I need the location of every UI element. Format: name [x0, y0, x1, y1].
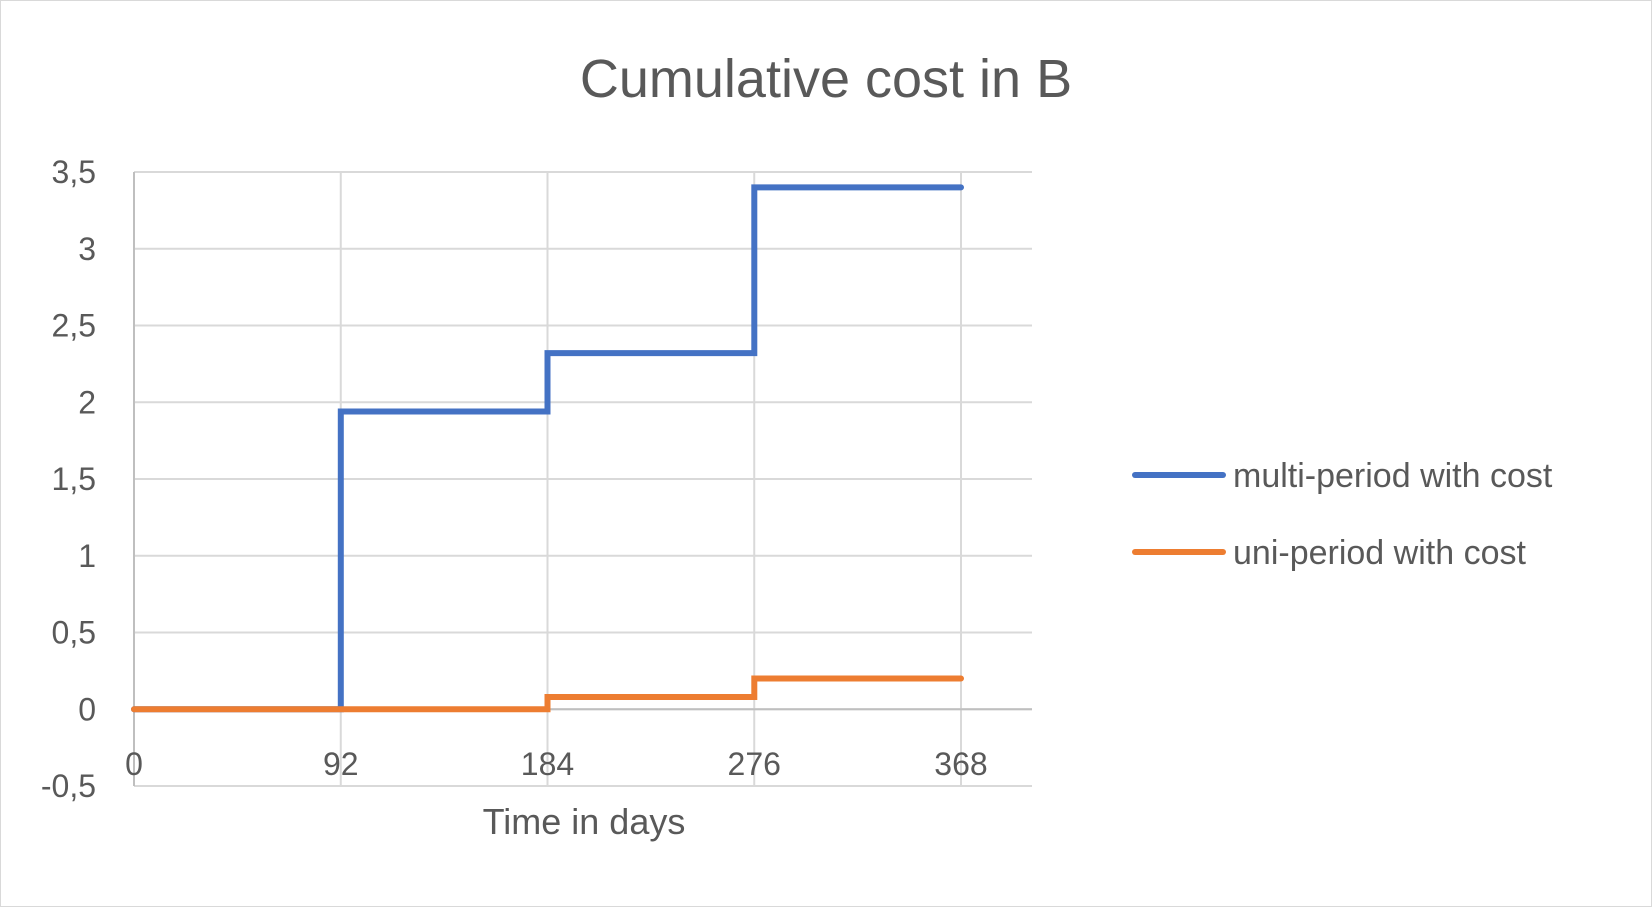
- y-tick-label: 0,5: [52, 615, 96, 651]
- series-lines: [131, 184, 964, 713]
- chart-title: Cumulative cost in B: [580, 49, 1072, 109]
- legend: multi-period with cost uni-period with co…: [1132, 457, 1553, 572]
- x-tick-label: 368: [934, 746, 987, 782]
- y-tick-label: 3: [78, 231, 96, 267]
- x-tick-label: 0: [125, 746, 143, 782]
- legend-label-1: multi-period with cost: [1233, 457, 1553, 495]
- gridlines: [134, 171, 1032, 787]
- x-tick-label: 276: [728, 746, 781, 782]
- series-line-1: [131, 184, 964, 713]
- y-tick-label: 0: [78, 691, 96, 727]
- y-tick-label: 1,5: [52, 461, 96, 497]
- y-tick-label: 3,5: [52, 154, 96, 190]
- x-tick-label: 184: [521, 746, 574, 782]
- legend-label-2: uni-period with cost: [1233, 534, 1526, 572]
- tick-labels: -0,5 0 0,5 1 1,5 2 2,5 3 3,5 0 92 184 276 368: [41, 154, 988, 804]
- x-tick-label: 92: [323, 746, 359, 782]
- y-tick-label: 1: [78, 538, 96, 574]
- series-line-2: [131, 675, 964, 713]
- y-tick-label: 2,5: [52, 308, 96, 344]
- y-tick-label: 2: [78, 384, 96, 420]
- x-axis-title: Time in days: [483, 801, 686, 842]
- y-tick-label: -0,5: [41, 768, 96, 804]
